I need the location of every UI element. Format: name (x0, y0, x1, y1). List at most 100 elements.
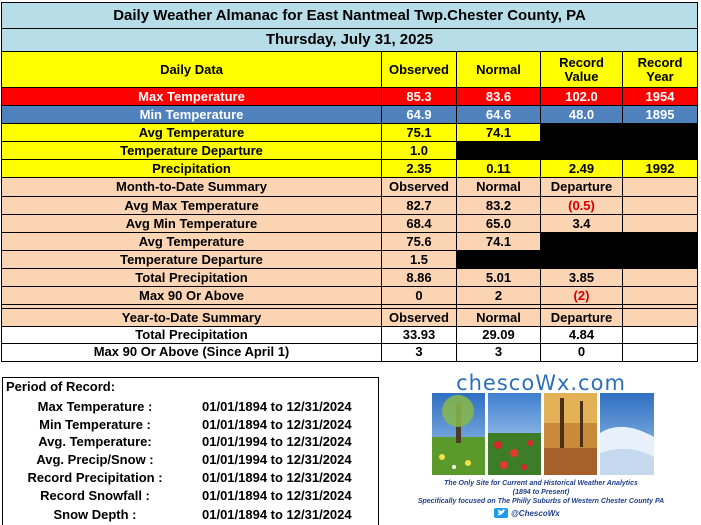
column-divider (622, 51, 623, 361)
daily-header-label: Daily Data (2, 52, 381, 87)
table-border-right (697, 2, 698, 362)
avg-temp-normal: 74.1 (457, 124, 540, 141)
precip-label: Precipitation (2, 160, 381, 177)
daily-header-record-value: Record Value (541, 52, 622, 87)
ytd-label-cell: Max 90 Or Above (Since April 1) (93, 344, 290, 359)
row-divider (1, 304, 698, 305)
ytd-observed-cell: 33.93 (402, 327, 436, 342)
twitter-bird-icon (494, 508, 508, 518)
mtd-label-cell: Temperature Departure (120, 251, 263, 267)
ytd-departure-cell: 4.84 (568, 327, 595, 342)
season-images (432, 393, 654, 475)
row-divider (1, 308, 698, 309)
mtd-departure-cell: 3.85 (568, 269, 595, 285)
record-year-line1: Record (637, 54, 683, 70)
min-temp-label: Min Temperature (2, 106, 381, 123)
period-range: 01/01/1894 to 12/31/2024 (202, 507, 352, 522)
period-of-record-box (2, 377, 379, 525)
brand-tagline2: (1894 to Present) (512, 489, 570, 496)
brand-logo[interactable]: chescoWx.com (456, 371, 626, 395)
precip-record: 2.49 (541, 160, 622, 177)
mtd-departure-cell: (2) (573, 287, 590, 303)
row-divider (1, 123, 698, 124)
period-label: Snow Depth : (53, 507, 137, 522)
period-label: Record Precipitation : (27, 470, 163, 485)
mtd-observed-cell: 8.86 (406, 269, 432, 285)
max-temp-record: 102.0 (541, 88, 622, 105)
mtd-header-observed: Observed (389, 179, 449, 194)
temp-departure-observed: 1.0 (382, 142, 456, 159)
precip-observed: 2.35 (382, 160, 456, 177)
daily-header-normal: Normal (457, 52, 540, 87)
period-label: Avg. Temperature: (38, 434, 152, 449)
mtd-header-departure: Departure (550, 179, 613, 194)
mtd-label-cell: Total Precipitation (135, 269, 248, 285)
mtd-label-cell: Avg Min Temperature (125, 215, 258, 231)
period-range: 01/01/1894 to 12/31/2024 (202, 488, 352, 503)
almanac-title: Daily Weather Almanac for East Nantmeal … (2, 3, 697, 28)
spring-image (432, 393, 485, 475)
row-divider (1, 268, 698, 269)
row-divider (1, 214, 698, 215)
row-divider (1, 28, 698, 29)
ytd-header-observed: Observed (382, 309, 456, 326)
avg-temp-label: Avg Temperature (2, 124, 381, 141)
twitter-link[interactable]: @ChescoWx (494, 507, 560, 519)
row-divider (1, 177, 698, 178)
precip-year: 1992 (623, 160, 697, 177)
mtd-label-cell: Max 90 Or Above (138, 287, 244, 303)
period-title: Period of Record: (6, 379, 116, 394)
min-temp-year: 1895 (623, 106, 697, 123)
autumn-image (544, 393, 597, 475)
ytd-observed-cell: 3 (415, 344, 423, 359)
row-divider (1, 232, 698, 233)
column-divider (381, 51, 382, 361)
period-range: 01/01/1994 to 12/31/2024 (202, 452, 352, 467)
row-divider (1, 159, 698, 160)
daily-header-record-year: Record Year (623, 52, 697, 87)
mtd-normal-cell: 65.0 (485, 215, 512, 231)
min-temp-observed: 64.9 (382, 106, 456, 123)
ytd-normal-cell: 3 (494, 344, 503, 359)
row-divider (1, 105, 698, 106)
mtd-observed-cell: 0 (415, 287, 423, 303)
almanac-date: Thursday, July 31, 2025 (2, 29, 697, 51)
table-border-left (1, 2, 2, 362)
mtd-header-label: Month-to-Date Summary (116, 179, 267, 194)
mtd-normal-cell: 5.01 (485, 269, 512, 285)
period-range: 01/01/1994 to 12/31/2024 (202, 434, 352, 449)
mtd-temp-departure-blackout (457, 251, 541, 268)
mtd-label-cell: Avg Temperature (138, 233, 245, 249)
row-divider (1, 286, 698, 287)
row-divider (1, 87, 698, 88)
mtd-observed-cell: 68.4 (406, 215, 432, 231)
max-temp-label: Max Temperature (2, 88, 381, 105)
summer-image (488, 393, 541, 475)
mtd-label-cell: Avg Max Temperature (124, 197, 259, 213)
mtd-observed-cell: 75.6 (406, 233, 432, 249)
temp-departure-label: Temperature Departure (2, 142, 381, 159)
mtd-observed-cell: 82.7 (406, 197, 432, 213)
period-range: 01/01/1894 to 12/31/2024 (202, 417, 352, 432)
ytd-header-normal: Normal (457, 309, 540, 326)
record-year-line2: Year (646, 68, 674, 84)
row-divider (1, 250, 698, 251)
twitter-handle: @ChescoWx (511, 508, 560, 518)
ytd-header-label: Year-to-Date Summary (2, 309, 381, 326)
ytd-header-filler (623, 309, 697, 326)
ytd-normal-cell: 29.09 (482, 327, 515, 342)
mtd-normal-cell: 83.2 (485, 197, 512, 213)
temp-departure-blackout (457, 142, 697, 159)
period-label: Avg. Precip/Snow : (36, 452, 154, 467)
daily-header-observed: Observed (382, 52, 456, 87)
ytd-departure-cell: 0 (577, 344, 586, 359)
row-divider (1, 326, 698, 327)
min-temp-normal: 64.6 (457, 106, 540, 123)
mtd-normal-cell: 2 (494, 287, 503, 303)
precip-normal: 0.11 (457, 160, 540, 177)
period-range: 01/01/1894 to 12/31/2024 (202, 470, 352, 485)
min-temp-record: 48.0 (541, 106, 622, 123)
max-temp-observed: 85.3 (382, 88, 456, 105)
column-divider (540, 51, 541, 361)
mtd-observed-cell: 1.5 (409, 251, 429, 267)
